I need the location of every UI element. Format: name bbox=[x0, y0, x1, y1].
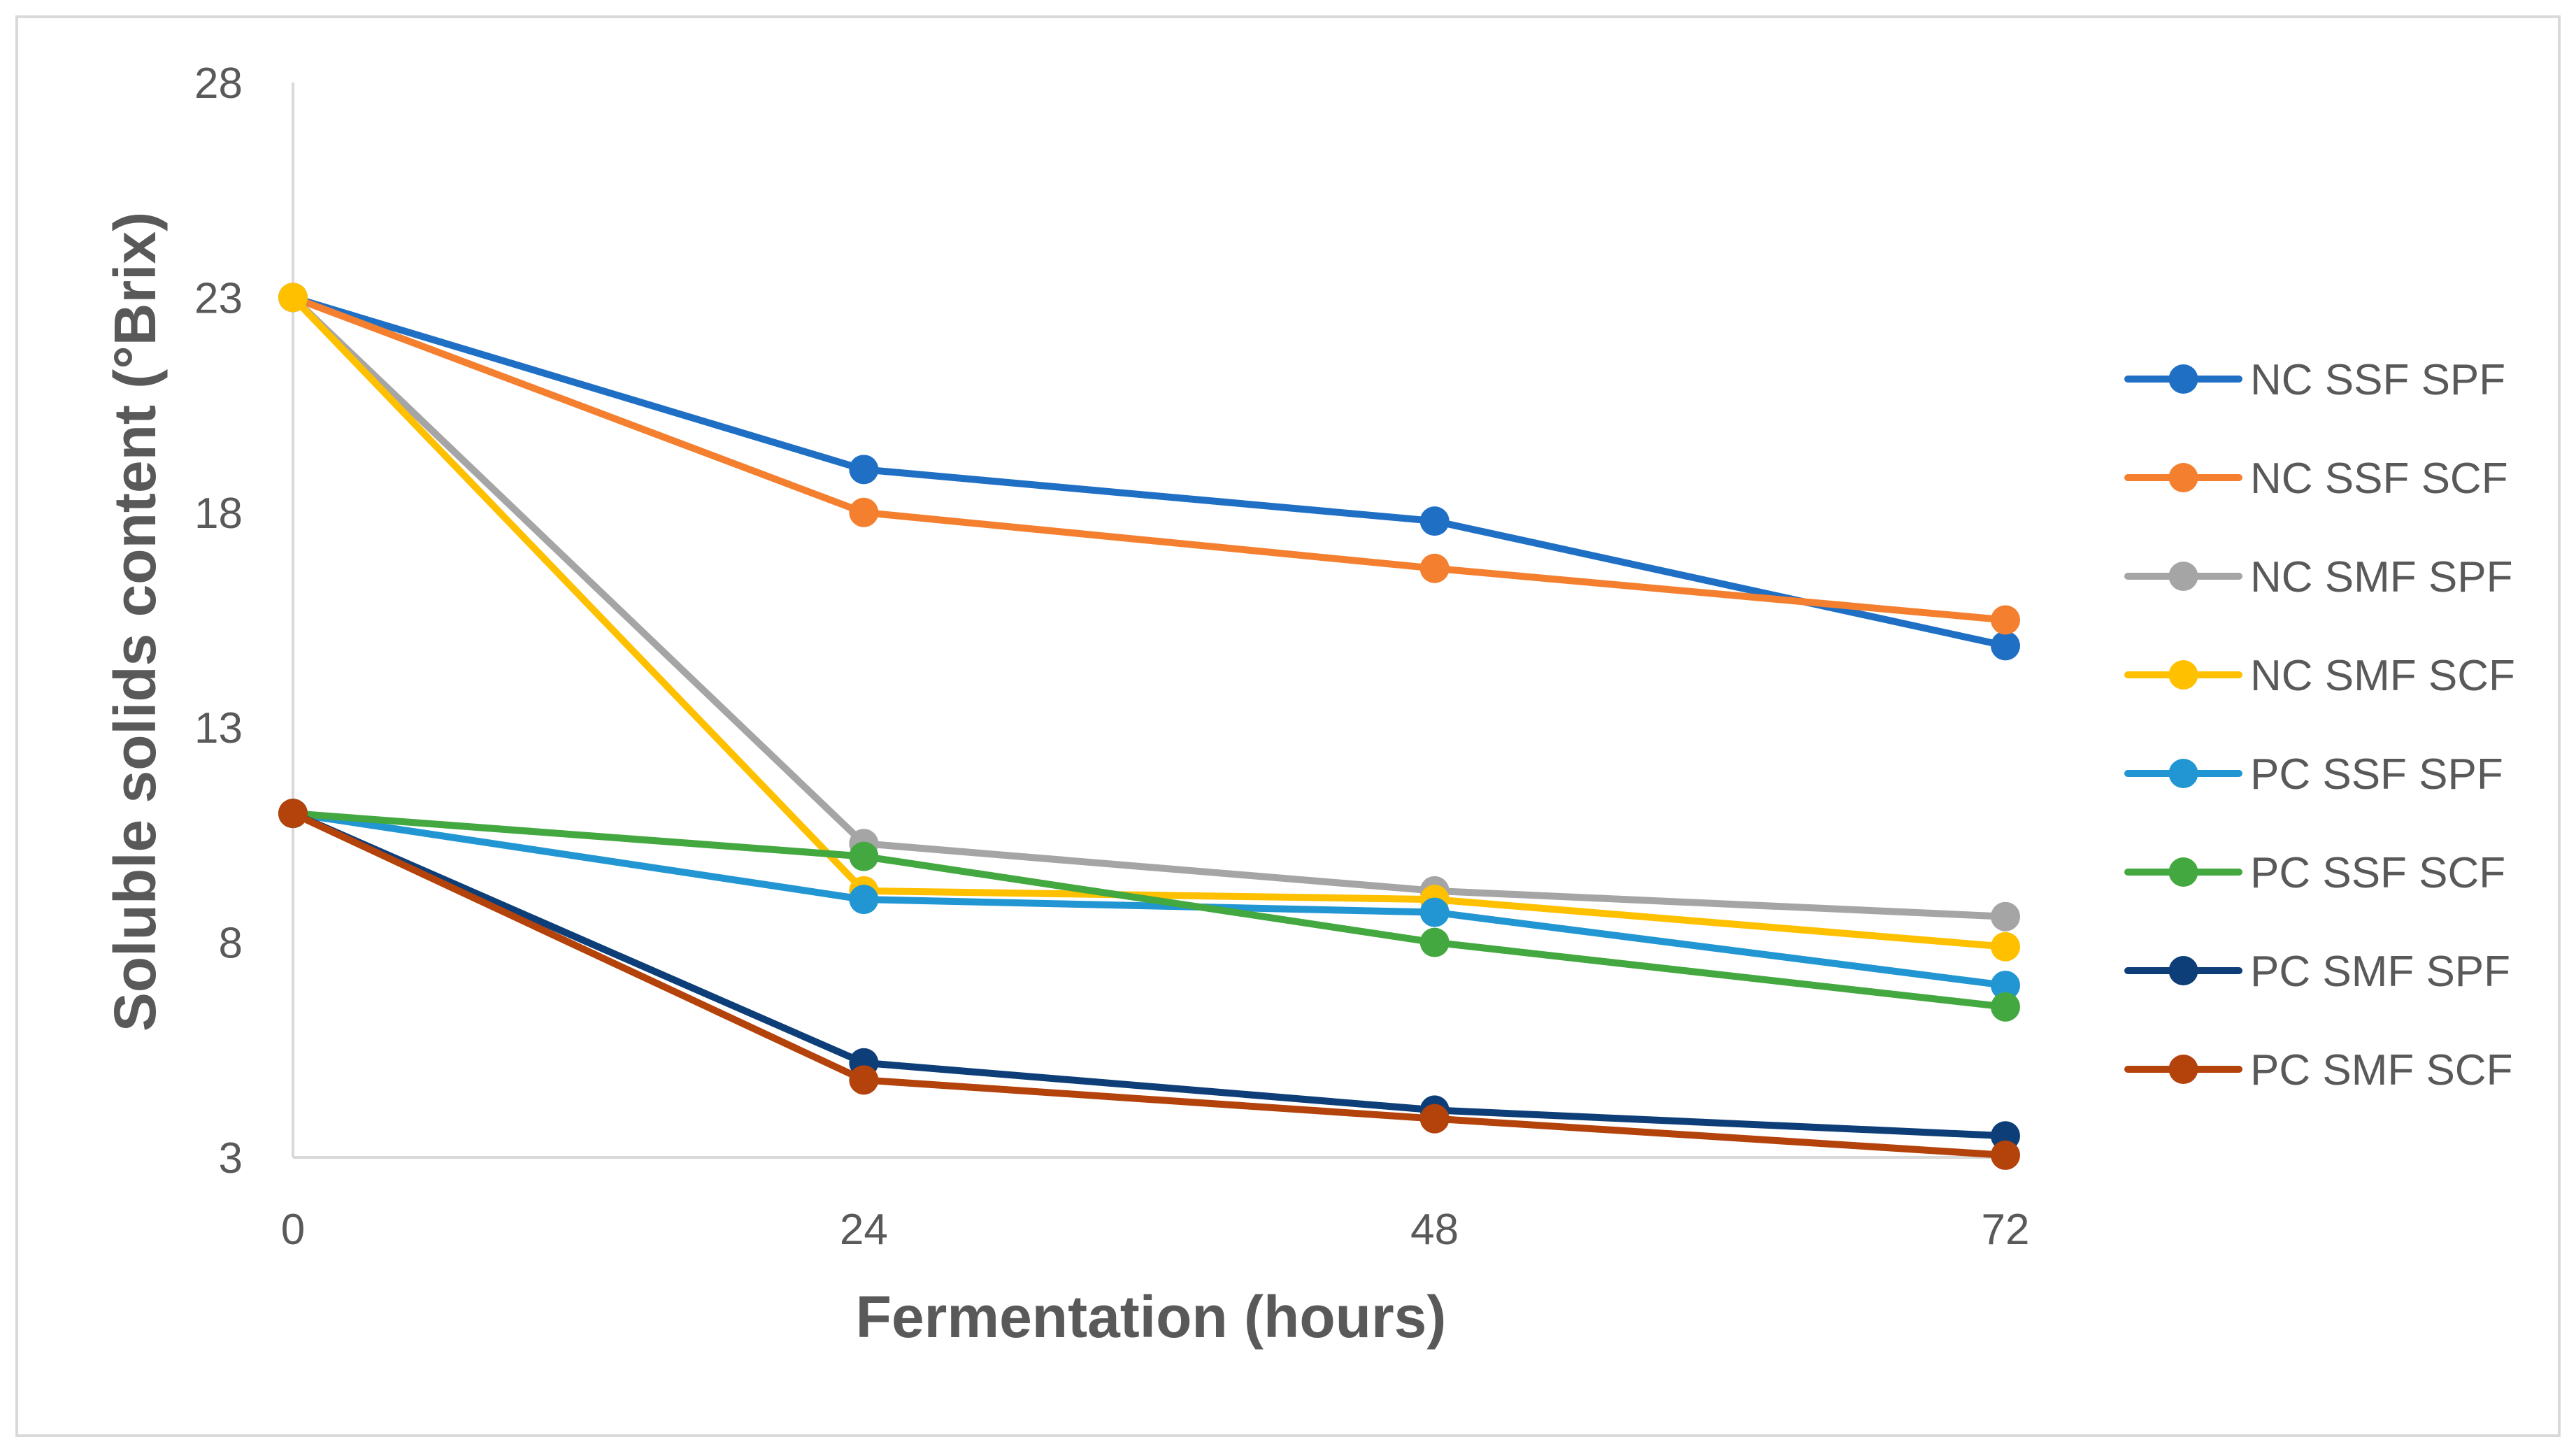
x-tick-label: 48 bbox=[1410, 1206, 1459, 1254]
series-line bbox=[289, 294, 2009, 624]
data-point bbox=[1991, 971, 2020, 1001]
data-point bbox=[1991, 992, 2020, 1022]
x-tick-label: 24 bbox=[840, 1206, 888, 1254]
legend-label: NC SMF SCF bbox=[2250, 652, 2515, 700]
data-point bbox=[849, 497, 879, 527]
series-line bbox=[289, 810, 2009, 1011]
legend-item: PC SSF SCF bbox=[2124, 849, 2505, 897]
chart-border bbox=[15, 15, 2561, 1437]
legend-swatch-marker bbox=[2168, 364, 2198, 394]
data-point bbox=[278, 799, 308, 829]
legend-item: PC SMF SPF bbox=[2124, 948, 2510, 996]
series-line bbox=[289, 294, 2009, 650]
data-point bbox=[278, 283, 308, 313]
data-point bbox=[1419, 927, 1450, 957]
series-group bbox=[278, 799, 2020, 1170]
data-point bbox=[1419, 506, 1450, 536]
y-tick-label: 18 bbox=[194, 490, 243, 538]
legend-label: NC SMF SPF bbox=[2250, 553, 2512, 601]
legend-label: NC SSF SCF bbox=[2250, 455, 2508, 503]
legend-swatch-marker bbox=[2168, 857, 2198, 887]
data-point bbox=[849, 1065, 879, 1095]
series-line bbox=[289, 810, 2009, 1140]
legend-swatch-marker bbox=[2168, 956, 2198, 985]
y-tick-label: 3 bbox=[219, 1134, 243, 1183]
y-tick-label: 23 bbox=[194, 274, 243, 322]
legend-swatch-marker bbox=[2168, 463, 2198, 492]
legend-label: PC SMF SCF bbox=[2250, 1046, 2512, 1094]
series-line bbox=[289, 810, 2009, 1159]
y-tick-label: 28 bbox=[194, 59, 243, 108]
legend-item: NC SSF SPF bbox=[2124, 356, 2505, 404]
data-point bbox=[1991, 901, 2020, 932]
legend-label: NC SSF SPF bbox=[2250, 356, 2505, 404]
series-line bbox=[289, 294, 2009, 950]
legend-item: PC SMF SCF bbox=[2124, 1046, 2512, 1094]
series-line bbox=[289, 810, 2009, 990]
y-tick-label: 8 bbox=[219, 920, 243, 968]
legend: NC SSF SPF NC SSF SCF NC SMF SPF NC SMF SCF… bbox=[2124, 356, 2515, 1094]
x-axis-title: Fermentation (hours) bbox=[856, 1284, 1447, 1350]
data-point bbox=[1991, 605, 2020, 635]
data-point bbox=[1419, 553, 1450, 583]
data-point bbox=[849, 841, 879, 871]
data-point bbox=[849, 455, 879, 485]
legend-item: NC SSF SCF bbox=[2124, 455, 2508, 503]
data-point bbox=[1419, 897, 1450, 927]
data-point bbox=[1419, 1104, 1450, 1134]
data-point bbox=[1991, 1140, 2020, 1170]
legend-swatch-marker bbox=[2168, 562, 2198, 591]
data-point bbox=[1991, 631, 2020, 661]
legend-swatch-marker bbox=[2168, 660, 2198, 690]
legend-label: PC SSF SPF bbox=[2250, 750, 2503, 799]
legend-label: PC SMF SPF bbox=[2250, 948, 2510, 996]
legend-swatch-marker bbox=[2168, 759, 2198, 788]
series-line bbox=[289, 294, 2009, 920]
legend-swatch-marker bbox=[2168, 1055, 2198, 1084]
x-tick-label: 72 bbox=[1982, 1206, 2030, 1254]
legend-item: NC SMF SCF bbox=[2124, 652, 2515, 700]
data-point bbox=[1991, 932, 2020, 962]
y-axis-title: Soluble solids content (°Brix) bbox=[102, 212, 168, 1032]
x-tick-label: 0 bbox=[281, 1206, 305, 1254]
legend-item: NC SMF SPF bbox=[2124, 553, 2512, 601]
series-group bbox=[278, 799, 2020, 1022]
legend-item: PC SSF SPF bbox=[2124, 750, 2503, 799]
y-tick-label: 13 bbox=[194, 704, 243, 752]
data-point bbox=[849, 885, 879, 915]
legend-label: PC SSF SCF bbox=[2250, 849, 2505, 897]
